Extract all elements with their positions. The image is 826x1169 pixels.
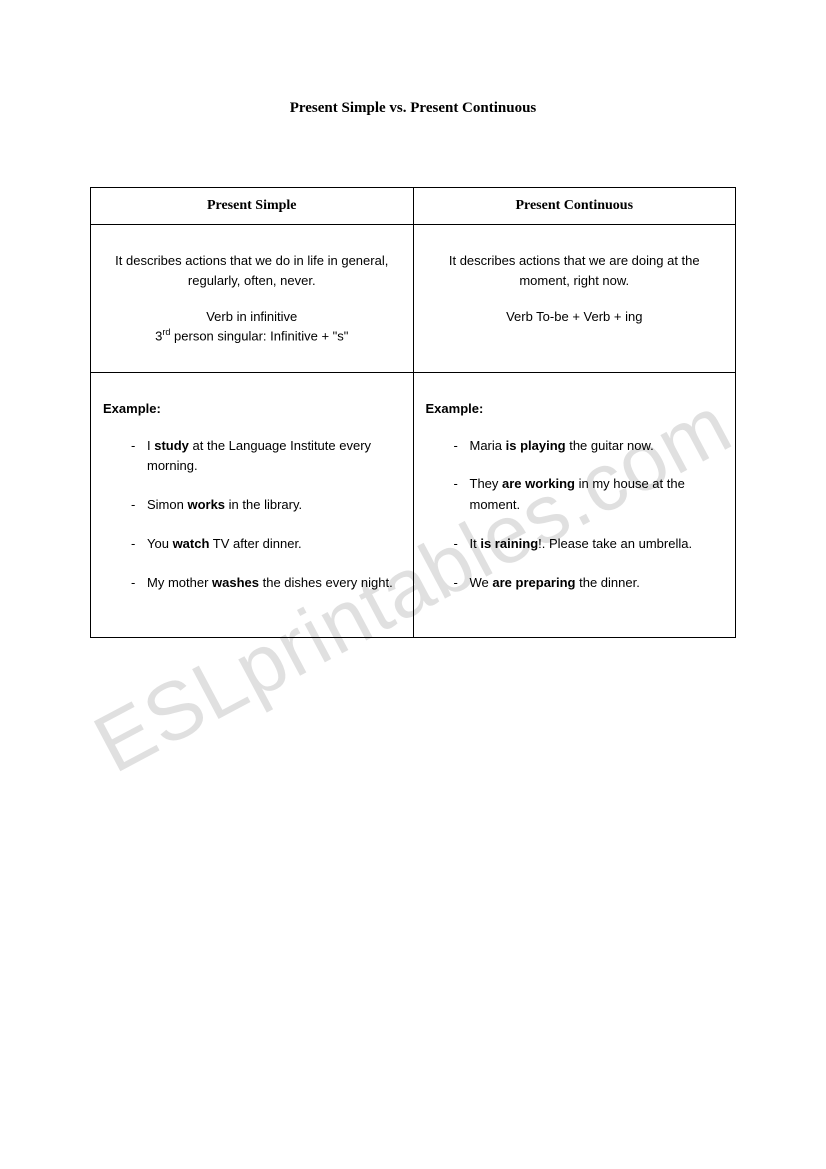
description-present-continuous: It describes actions that we are doing a…	[413, 225, 736, 373]
example-bold: watch	[173, 536, 210, 551]
example-list-right: Maria is playing the guitar now. They are…	[426, 436, 724, 594]
example-bold: are working	[502, 476, 575, 491]
example-bold: works	[187, 497, 225, 512]
table-example-row: Example: I study at the Language Institu…	[91, 372, 736, 638]
example-pre: Simon	[147, 497, 187, 512]
list-item: They are working in my house at the mome…	[454, 474, 724, 516]
example-pre: My mother	[147, 575, 212, 590]
desc-text-left: It describes actions that we do in life …	[103, 251, 401, 290]
example-pre: They	[470, 476, 503, 491]
example-bold: washes	[212, 575, 259, 590]
example-bold: study	[154, 438, 189, 453]
example-post: the dinner.	[575, 575, 639, 590]
list-item: We are preparing the dinner.	[454, 573, 724, 594]
verb-form-left-line2-post: person singular: Infinitive + "s"	[170, 329, 348, 344]
list-item: You watch TV after dinner.	[131, 534, 401, 555]
example-post: TV after dinner.	[209, 536, 301, 551]
table-header-row: Present Simple Present Continuous	[91, 188, 736, 225]
example-bold: is raining	[480, 536, 538, 551]
example-present-continuous: Example: Maria is playing the guitar now…	[413, 372, 736, 638]
desc-text-right: It describes actions that we are doing a…	[426, 251, 724, 290]
example-bold: is playing	[506, 438, 566, 453]
example-present-simple: Example: I study at the Language Institu…	[91, 372, 414, 638]
description-present-simple: It describes actions that we do in life …	[91, 225, 414, 373]
page-title: Present Simple vs. Present Continuous	[90, 100, 736, 117]
example-post: the guitar now.	[566, 438, 654, 453]
header-present-continuous: Present Continuous	[413, 188, 736, 225]
list-item: My mother washes the dishes every night.	[131, 573, 401, 594]
example-post: in the library.	[225, 497, 302, 512]
example-pre: It	[470, 536, 481, 551]
list-item: Maria is playing the guitar now.	[454, 436, 724, 457]
list-item: Simon works in the library.	[131, 495, 401, 516]
example-post: !. Please take an umbrella.	[538, 536, 692, 551]
list-item: I study at the Language Institute every …	[131, 436, 401, 478]
example-bold: are preparing	[492, 575, 575, 590]
example-pre: We	[470, 575, 493, 590]
comparison-table: Present Simple Present Continuous It des…	[90, 187, 736, 638]
verb-form-right-line1: Verb To-be + Verb + ing	[506, 309, 642, 324]
list-item: It is raining!. Please take an umbrella.	[454, 534, 724, 555]
table-description-row: It describes actions that we do in life …	[91, 225, 736, 373]
example-label-left: Example:	[103, 399, 401, 420]
example-label-right: Example:	[426, 399, 724, 420]
example-pre: Maria	[470, 438, 506, 453]
verb-form-left-line1: Verb in infinitive	[206, 309, 297, 324]
header-present-simple: Present Simple	[91, 188, 414, 225]
example-pre: You	[147, 536, 173, 551]
page-container: Present Simple vs. Present Continuous Pr…	[0, 0, 826, 638]
example-list-left: I study at the Language Institute every …	[103, 436, 401, 594]
verb-form-right: Verb To-be + Verb + ing	[426, 308, 724, 326]
example-post: the dishes every night.	[259, 575, 393, 590]
verb-form-left: Verb in infinitive 3rd person singular: …	[103, 308, 401, 346]
